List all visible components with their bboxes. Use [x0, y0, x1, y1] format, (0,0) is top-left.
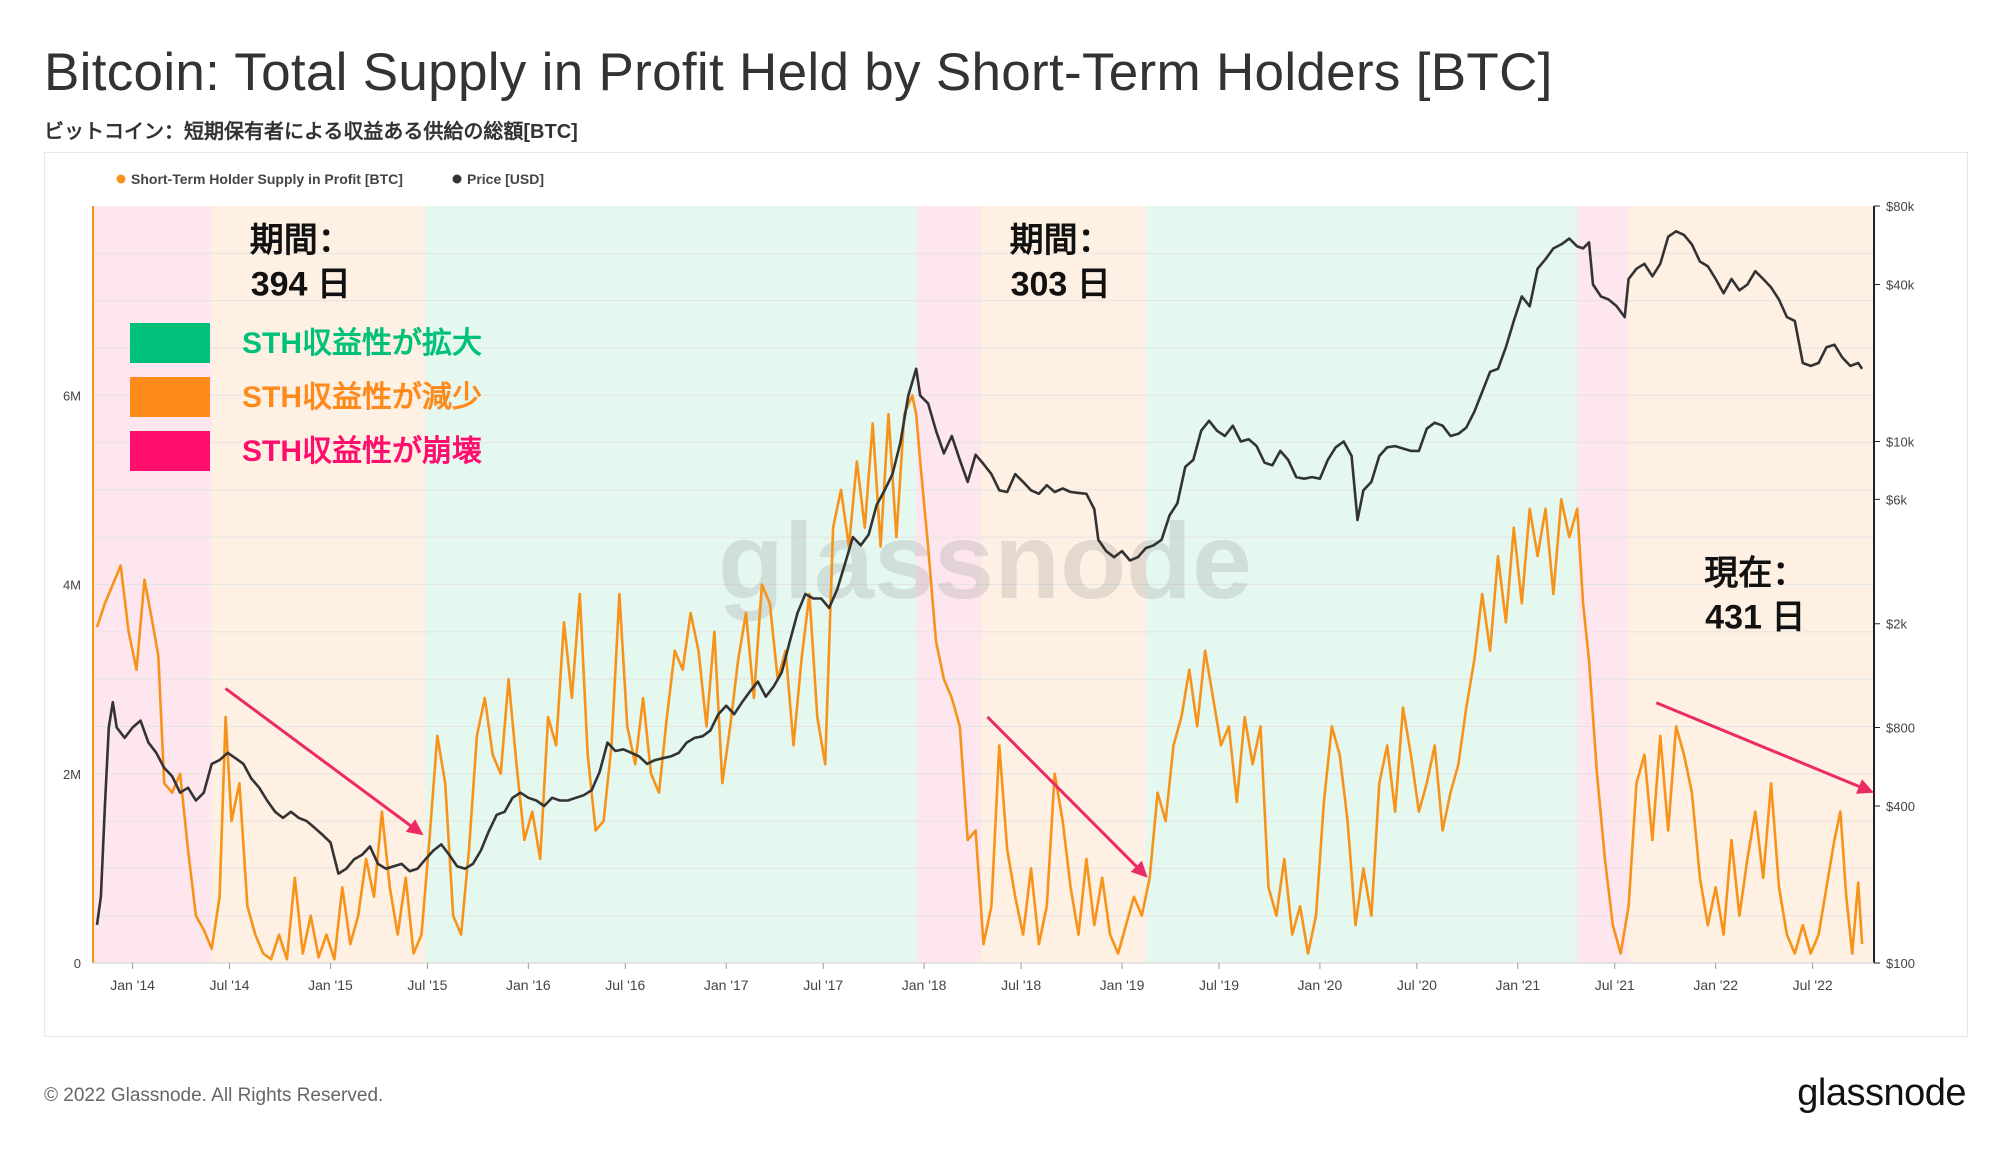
x-axis-tick-label: Jan '22	[1693, 977, 1738, 993]
key-label-green: STH収益性が拡大	[242, 326, 482, 360]
chart: glassnode 0 2M 4M 6M $100 $400 $800 $2k $6k $10k $…	[63, 171, 1915, 993]
left-axis-tick-label: 2M	[63, 767, 81, 782]
right-axis-tick-label: $400	[1886, 799, 1915, 814]
annotation-value: 303 日	[1011, 265, 1111, 303]
footer-copyright: © 2022 Glassnode. All Rights Reserved.	[44, 1085, 384, 1106]
x-axis-tick-label: Jul '15	[407, 977, 447, 993]
axes: 0 2M 4M 6M $100 $400 $800 $2k $6k $10k $40k $80k Jan…	[63, 199, 1915, 993]
annotation-label: 期間：	[250, 221, 352, 259]
trend-arrow-line	[986, 715, 1144, 874]
x-axis-tick-label: Jan '20	[1298, 977, 1343, 993]
x-axis-tick-label: Jul '14	[210, 977, 250, 993]
chart-frame: glassnode 0 2M 4M 6M $100 $400 $800 $2k $6k $10k $…	[44, 152, 1968, 1037]
key-label-pink: STH収益性が崩壊	[242, 434, 482, 468]
x-axis-tick-label: Jul '19	[1199, 977, 1239, 993]
right-axis-tick-label: $40k	[1886, 277, 1915, 292]
watermark: glassnode	[718, 500, 1252, 621]
x-axis-tick-label: Jan '15	[308, 977, 353, 993]
x-axis-tick-label: Jan '19	[1100, 977, 1145, 993]
footer-brand-logo[interactable]: glassnode	[1797, 1072, 1966, 1114]
right-axis-tick-label: $100	[1886, 956, 1915, 971]
annotation-value: 431 日	[1705, 599, 1805, 637]
legend-label: Price [USD]	[467, 171, 544, 187]
trend-arrow-head	[1130, 860, 1148, 878]
legend-label: Short-Term Holder Supply in Profit [BTC]	[131, 171, 403, 187]
key-swatch-orange	[130, 377, 210, 417]
trend-arrow-line	[1655, 701, 1868, 792]
x-axis-tick-label: Jul '18	[1001, 977, 1041, 993]
right-axis-tick-label: $80k	[1886, 199, 1915, 214]
x-axis-tick-label: Jan '14	[110, 977, 155, 993]
right-axis-tick-label: $2k	[1886, 617, 1907, 632]
page-title: Bitcoin: Total Supply in Profit Held by …	[44, 43, 1553, 102]
x-axis-tick-label: Jul '22	[1793, 977, 1833, 993]
right-axis-tick-label: $800	[1886, 721, 1915, 736]
x-axis-tick-label: Jan '16	[506, 977, 551, 993]
series-lines	[95, 230, 1864, 961]
trend-arrow-head	[1856, 779, 1874, 794]
key-swatch-pink	[130, 431, 210, 471]
x-axis-tick-label: Jul '21	[1595, 977, 1635, 993]
trend-arrow-line	[224, 687, 418, 832]
annotations: 期間： 394 日 期間： 303 日現在： 431 日	[250, 221, 1806, 636]
legend-dot	[452, 174, 462, 184]
legend-dot	[116, 174, 126, 184]
annotation-label: 現在：	[1704, 555, 1806, 593]
x-axis-tick-label: Jan '21	[1495, 977, 1540, 993]
x-axis-tick-label: Jan '18	[902, 977, 947, 993]
trend-arrow-head	[405, 819, 424, 836]
x-axis-tick-label: Jul '17	[803, 977, 843, 993]
annotation-label: 期間：	[1010, 221, 1112, 259]
x-axis-tick-label: Jan '17	[704, 977, 749, 993]
price-line	[95, 230, 1864, 926]
left-axis-tick-label: 4M	[63, 578, 81, 593]
x-axis-tick-label: Jul '20	[1397, 977, 1437, 993]
right-axis-tick-label: $6k	[1886, 492, 1907, 507]
right-axis-tick-label: $10k	[1886, 434, 1915, 449]
legend: Short-Term Holder Supply in Profit [BTC]…	[116, 171, 544, 187]
left-axis-tick-label: 6M	[63, 388, 81, 403]
x-axis-tick-label: Jul '16	[605, 977, 645, 993]
key-label-orange: STH収益性が減少	[242, 380, 482, 414]
page-subtitle: ビットコイン：短期保有者による収益ある供給の総額[BTC]	[44, 121, 578, 143]
annotation-value: 394 日	[251, 265, 351, 303]
trend-arrows	[224, 687, 1874, 878]
left-axis-tick-label: 0	[74, 956, 81, 971]
key-swatch-green	[130, 323, 210, 363]
sth-supply-line	[95, 394, 1864, 961]
phase-key-legend: STH収益性が拡大 STH収益性が減少 STH収益性が崩壊	[130, 323, 482, 471]
